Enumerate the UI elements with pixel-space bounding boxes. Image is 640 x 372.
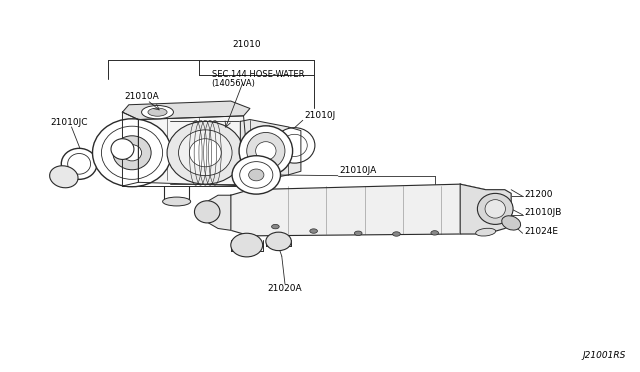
Polygon shape [122, 101, 250, 119]
Text: 21010JA: 21010JA [339, 166, 376, 175]
Ellipse shape [266, 232, 291, 251]
Polygon shape [231, 184, 486, 236]
Ellipse shape [68, 154, 91, 174]
Ellipse shape [255, 142, 276, 160]
Ellipse shape [50, 166, 78, 188]
Text: 21010A: 21010A [124, 92, 159, 101]
Ellipse shape [248, 169, 264, 181]
Ellipse shape [232, 156, 280, 194]
Ellipse shape [113, 136, 151, 170]
Ellipse shape [477, 193, 513, 224]
Ellipse shape [93, 119, 172, 187]
Polygon shape [122, 112, 138, 186]
Ellipse shape [310, 229, 317, 233]
Polygon shape [138, 116, 250, 186]
Ellipse shape [231, 233, 262, 257]
Text: 21020A: 21020A [268, 284, 302, 293]
Text: SEC.144 HOSE-WATER: SEC.144 HOSE-WATER [212, 70, 304, 79]
Polygon shape [241, 119, 301, 182]
Ellipse shape [431, 231, 438, 235]
Ellipse shape [111, 139, 134, 160]
Ellipse shape [61, 148, 97, 179]
Ellipse shape [163, 197, 191, 206]
Ellipse shape [195, 201, 220, 223]
Text: J21001RS: J21001RS [582, 350, 626, 359]
Ellipse shape [239, 126, 292, 176]
Text: 21010JC: 21010JC [51, 118, 88, 127]
Ellipse shape [485, 200, 506, 218]
Ellipse shape [189, 139, 221, 167]
Polygon shape [209, 195, 231, 230]
Text: 21024E: 21024E [524, 227, 558, 236]
Ellipse shape [122, 145, 141, 161]
Text: 21010JB: 21010JB [524, 208, 561, 217]
Ellipse shape [101, 126, 163, 179]
Text: (14056VA): (14056VA) [212, 79, 255, 88]
Text: 21010J: 21010J [304, 110, 335, 119]
Ellipse shape [148, 108, 167, 116]
Ellipse shape [355, 231, 362, 235]
Ellipse shape [274, 128, 315, 163]
Ellipse shape [141, 106, 173, 119]
Ellipse shape [231, 192, 269, 225]
Ellipse shape [502, 216, 520, 230]
Ellipse shape [476, 228, 495, 236]
Ellipse shape [271, 224, 279, 229]
Ellipse shape [282, 134, 307, 157]
Ellipse shape [167, 121, 244, 184]
Text: 21200: 21200 [524, 190, 552, 199]
Ellipse shape [393, 232, 400, 236]
Text: 21010: 21010 [232, 41, 261, 49]
Ellipse shape [246, 132, 285, 169]
Polygon shape [460, 184, 511, 234]
Ellipse shape [179, 130, 232, 176]
Ellipse shape [240, 161, 273, 188]
